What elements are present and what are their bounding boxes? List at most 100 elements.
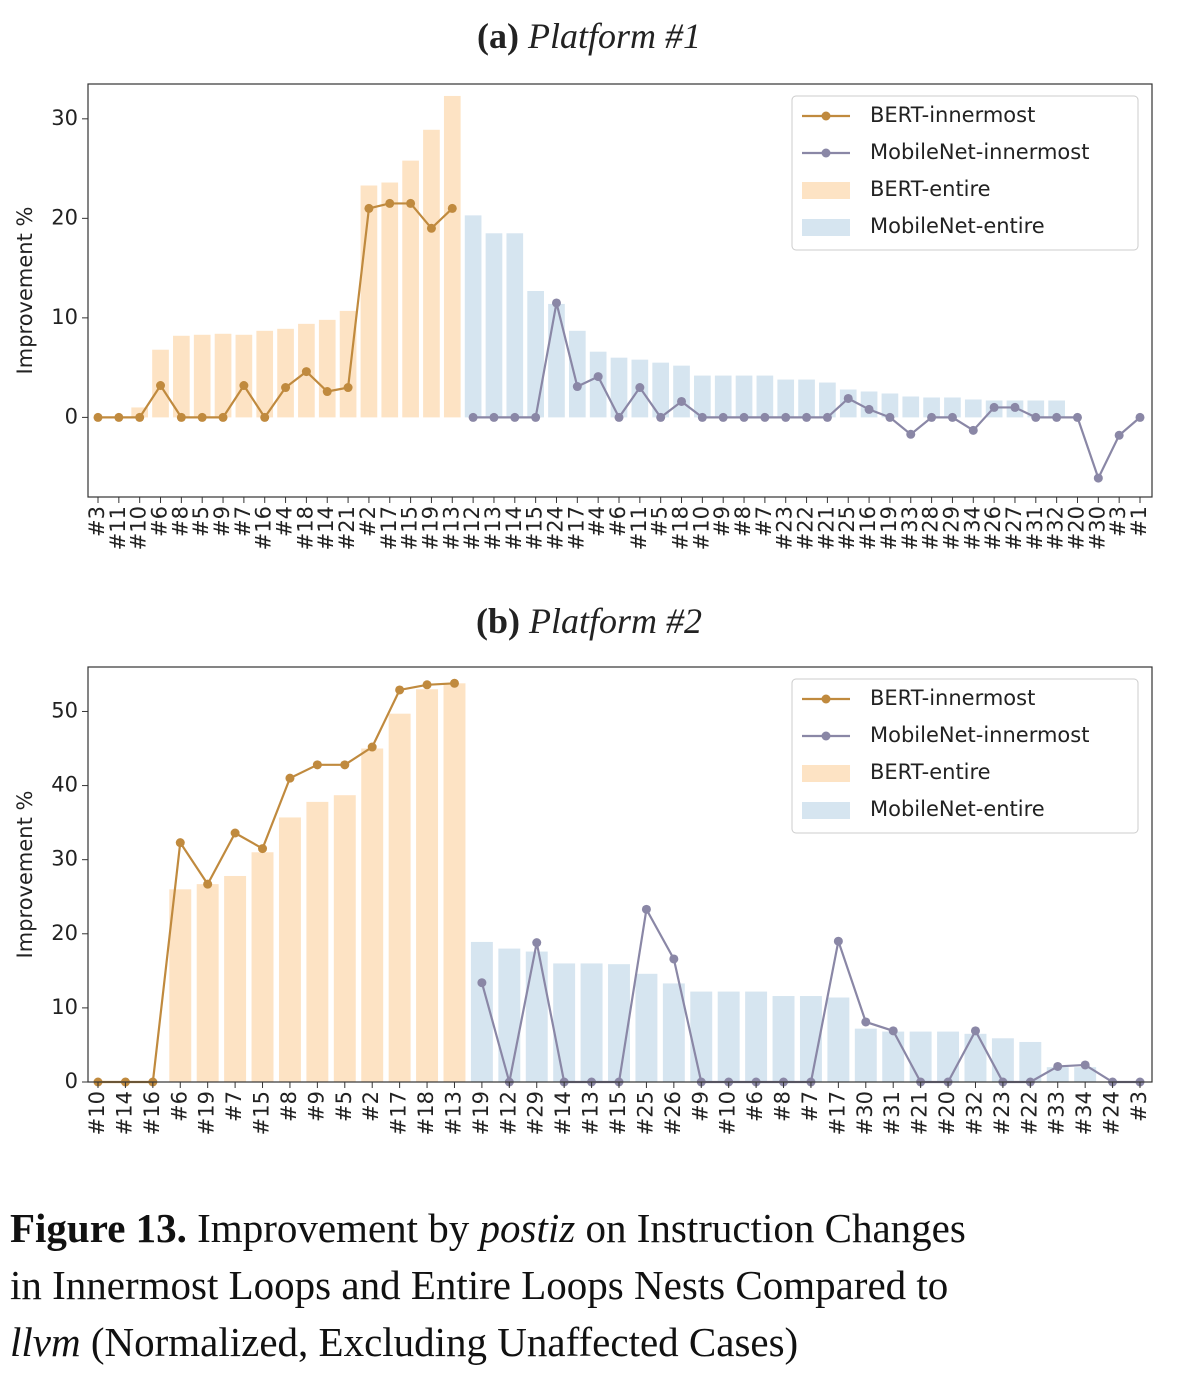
bar (608, 964, 630, 1082)
point (531, 412, 541, 422)
point (989, 402, 999, 412)
caption-line: in Innermost Loops and Entire Loops Nest… (10, 1257, 966, 1314)
point (176, 412, 186, 422)
bar (964, 399, 982, 418)
x-tick-label: #18 (414, 1091, 438, 1135)
plot-frame (87, 83, 1153, 498)
point (468, 412, 478, 422)
bar (214, 333, 232, 418)
point (822, 412, 832, 422)
chart-title: (a) Platform #1 (477, 16, 701, 56)
x-tick-label: #23 (773, 506, 797, 550)
bar (361, 748, 384, 1082)
point (364, 203, 374, 213)
bar (1048, 400, 1065, 418)
bar (470, 941, 493, 1082)
bar (798, 379, 815, 418)
x-tick-label: #8 (277, 1091, 301, 1122)
legend-label: BERT-innermost (870, 686, 1035, 710)
x-tick-label: #33 (898, 506, 922, 550)
x-tick-label: #1 (1127, 506, 1151, 537)
bar (745, 991, 768, 1082)
point (340, 760, 350, 770)
point (551, 298, 561, 308)
x-tick-label: #21 (335, 506, 359, 550)
x-tick-label: #15 (606, 1091, 630, 1135)
title-spacer (519, 16, 528, 56)
point (927, 412, 937, 422)
x-tick-label: #19 (877, 506, 901, 550)
bar (443, 683, 466, 1082)
x-tick-label: #2 (356, 506, 380, 537)
x-tick-label: #20 (1064, 506, 1088, 550)
x-tick-label: #16 (140, 1091, 164, 1135)
bar (735, 375, 753, 418)
line (98, 682, 455, 1084)
point (285, 773, 295, 783)
x-tick-label: #15 (250, 1091, 274, 1135)
bar (694, 375, 711, 418)
x-tick-label: #28 (919, 506, 943, 550)
bar (196, 884, 219, 1082)
x-tick-label: #13 (441, 1091, 465, 1135)
x-tick-label: #5 (332, 1091, 356, 1122)
point (258, 844, 268, 854)
point (197, 412, 207, 422)
title-text: Platform #2 (528, 601, 702, 641)
bar (580, 963, 603, 1082)
y-tick-label: 20 (51, 921, 78, 945)
legend-box (791, 95, 1139, 251)
point (1031, 412, 1041, 422)
x-tick-label: #27 (1002, 506, 1026, 550)
bar (251, 852, 274, 1082)
point (367, 742, 377, 752)
bar (635, 973, 658, 1082)
bar (662, 983, 685, 1082)
caption-line: llvm (Normalized, Excluding Unaffected C… (10, 1314, 966, 1371)
x-tick-label: #14 (551, 1091, 575, 1135)
bar (318, 319, 336, 418)
point (614, 412, 624, 422)
x-tick-label: #32 (962, 1091, 986, 1135)
point (697, 412, 707, 422)
point (1114, 430, 1124, 440)
bar (235, 334, 253, 418)
x-tick-label: #19 (195, 1091, 219, 1135)
legend-swatch (802, 219, 850, 236)
point (218, 412, 228, 422)
x-tick-label: #6 (606, 506, 630, 537)
x-tick-label: #7 (222, 1091, 246, 1122)
bar (756, 375, 774, 418)
bar (690, 991, 713, 1082)
bar (527, 290, 544, 418)
caption-text: llvm (10, 1319, 81, 1365)
bar (909, 1031, 932, 1082)
title-spacer (520, 601, 529, 641)
x-tick-label: #30 (853, 1091, 877, 1135)
point (843, 393, 853, 403)
bar (777, 379, 795, 418)
point (968, 425, 978, 435)
x-tick-label: #10 (689, 506, 713, 550)
y-axis-label: Improvement % (13, 207, 37, 375)
bar (193, 334, 211, 418)
legend-label: MobileNet-innermost (870, 723, 1089, 747)
x-tick-label: #5 (189, 506, 213, 537)
x-tick-label: #32 (1044, 506, 1068, 550)
bar (402, 160, 419, 418)
bar (944, 397, 961, 418)
point (947, 412, 957, 422)
point (489, 412, 499, 422)
legend-label: MobileNet-entire (870, 797, 1045, 821)
x-tick-label: #20 (935, 1091, 959, 1135)
bar (224, 875, 247, 1082)
y-tick-label: 10 (51, 995, 78, 1019)
x-tick-label: #10 (127, 506, 151, 550)
point (322, 387, 332, 397)
x-tick-label: #17 (377, 506, 401, 550)
bar (673, 365, 690, 418)
caption-label: Figure 13. (10, 1205, 187, 1251)
x-tick-label: #8 (731, 506, 755, 537)
y-tick-label: 20 (51, 205, 78, 229)
bar (882, 1031, 905, 1082)
